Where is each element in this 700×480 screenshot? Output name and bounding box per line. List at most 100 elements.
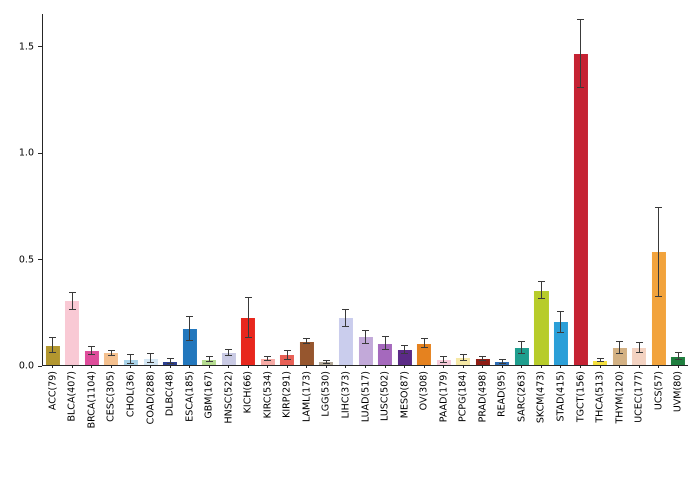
chart-slot: CHOL(36) (121, 14, 141, 417)
error-cap-bottom (88, 354, 96, 356)
chart-slot: LIHC(373) (336, 14, 356, 418)
error-cap-bottom (264, 359, 272, 361)
bar (65, 301, 80, 365)
error-cap-bottom (342, 325, 350, 327)
y-tick-label: 1.0 (18, 147, 34, 159)
x-tick-mark (365, 365, 367, 368)
x-tick-mark (462, 365, 464, 368)
error-bar (71, 292, 73, 310)
error-cap-bottom (322, 362, 330, 364)
x-tick-mark (423, 365, 425, 368)
error-cap-bottom (362, 342, 370, 344)
x-tick-mark (404, 365, 406, 368)
bar (202, 359, 217, 365)
x-tick-mark (91, 365, 93, 368)
chart-slot: SARC(263) (512, 14, 532, 422)
error-cap-bottom (186, 339, 194, 341)
error-bar (638, 343, 640, 353)
x-tick-label: UVM(80) (672, 371, 684, 413)
error-bar (658, 207, 660, 297)
x-tick-label: HNSC(522) (222, 371, 234, 424)
bar (417, 343, 432, 365)
x-tick-label: CHOL(36) (125, 371, 137, 418)
x-tick-label: READ(95) (496, 371, 508, 417)
error-cap-bottom (498, 362, 506, 364)
x-tick-mark (540, 365, 542, 368)
chart-slot: SKCM(473) (532, 14, 552, 423)
chart-slot: ESCA(185) (180, 14, 200, 422)
error-cap-top (342, 308, 350, 310)
error-bar (404, 345, 406, 355)
chart-slot: LAML(173) (297, 14, 317, 422)
error-bar (130, 355, 132, 365)
chart-slot: DLBC(48) (160, 14, 180, 416)
x-tick-mark (482, 365, 484, 368)
bar (632, 347, 647, 365)
error-cap-bottom (655, 295, 663, 297)
error-bar (208, 357, 210, 363)
x-tick-label: KICH(66) (242, 371, 254, 414)
error-cap-bottom (49, 352, 57, 354)
error-cap-top (440, 355, 448, 357)
chart-slot: COAD(288) (141, 14, 161, 424)
error-cap-bottom (440, 361, 448, 363)
error-cap-bottom (557, 332, 565, 334)
x-tick-label: DLBC(48) (164, 371, 176, 417)
x-tick-mark (325, 365, 327, 368)
bar (84, 351, 99, 365)
error-cap-bottom (303, 342, 311, 344)
error-bar (325, 361, 327, 364)
error-cap-top (166, 358, 174, 360)
x-tick-label: LAML(173) (301, 371, 313, 423)
x-tick-mark (658, 365, 660, 368)
x-tick-label: MESO(87) (398, 371, 410, 419)
error-cap-top (557, 310, 565, 312)
x-tick-label: PCPG(184) (457, 371, 469, 422)
chart-slot: LUSC(502) (375, 14, 395, 421)
x-tick-mark (208, 365, 210, 368)
x-tick-label: PAAD(179) (437, 371, 449, 423)
error-bar (423, 339, 425, 349)
error-bar (619, 342, 621, 354)
error-bar (169, 359, 171, 365)
bar (612, 347, 627, 365)
x-tick-label: KIRP(291) (281, 371, 293, 418)
bar (221, 353, 236, 365)
chart-slot: THCA(513) (590, 14, 610, 423)
x-tick-label: ESCA(185) (183, 371, 195, 422)
x-tick-label: GBM(167) (203, 371, 215, 419)
error-cap-top (655, 206, 663, 208)
error-cap-bottom (616, 352, 624, 354)
error-bar (247, 298, 249, 339)
error-cap-top (244, 297, 252, 298)
chart-slot: MESO(87) (395, 14, 415, 418)
x-tick-label: PRAD(498) (477, 371, 489, 423)
x-tick-mark (247, 365, 249, 368)
x-tick-label: LUSC(502) (379, 371, 391, 421)
chart-slot: CESC(305) (102, 14, 122, 422)
chart-slot: LGG(530) (317, 14, 337, 417)
bar (378, 343, 393, 365)
error-bar (501, 360, 503, 364)
chart-slot: GBM(167) (199, 14, 219, 419)
x-tick-mark (110, 365, 112, 368)
x-tick-mark (71, 365, 73, 368)
bar (651, 252, 666, 365)
error-cap-bottom (225, 355, 233, 357)
x-tick-mark (150, 365, 151, 368)
error-cap-bottom (127, 363, 135, 365)
x-tick-mark (267, 365, 269, 368)
error-cap-bottom (459, 359, 467, 361)
x-tick-mark (384, 365, 386, 368)
chart-slot: READ(95) (493, 14, 513, 417)
x-tick-mark (677, 365, 679, 368)
x-tick-label: STAD(415) (555, 371, 567, 422)
x-tick-label: BRCA(1104) (86, 371, 98, 429)
error-cap-bottom (381, 349, 389, 351)
error-bar (286, 350, 288, 361)
chart-slot: LUAD(517) (356, 14, 376, 422)
x-tick-mark (306, 365, 308, 368)
bar (260, 358, 275, 365)
error-cap-bottom (518, 352, 526, 354)
